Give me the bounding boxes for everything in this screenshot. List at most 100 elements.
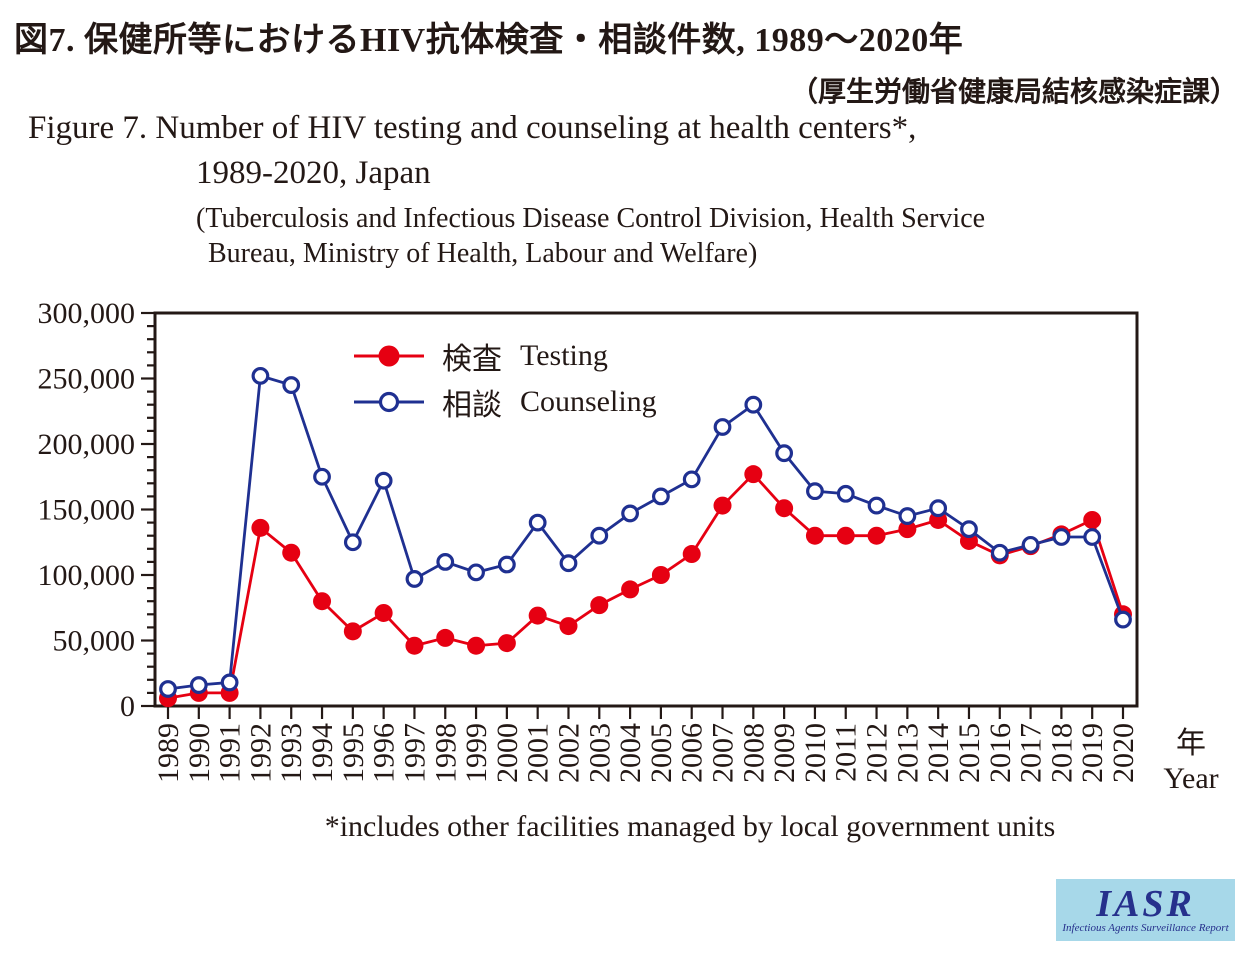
data-point bbox=[251, 518, 270, 537]
data-point bbox=[713, 496, 732, 515]
figure-title-english-line1: Figure 7. Number of HIV testing and coun… bbox=[28, 110, 917, 146]
x-axis-tick-label: 2007 bbox=[707, 723, 740, 783]
data-point bbox=[805, 526, 824, 545]
iasr-logo: IASR Infectious Agents Surveillance Repo… bbox=[1056, 879, 1235, 941]
data-point bbox=[405, 570, 424, 588]
x-axis-tick-label: 2011 bbox=[830, 723, 863, 782]
x-axis-tick-label: 1991 bbox=[214, 723, 247, 783]
data-point bbox=[867, 496, 886, 515]
data-point bbox=[313, 592, 332, 611]
data-point bbox=[251, 366, 270, 385]
x-axis-tick-label: 1999 bbox=[460, 723, 493, 783]
footnote: *includes other facilities managed by lo… bbox=[324, 810, 1056, 843]
x-axis-tick-label: 2016 bbox=[984, 723, 1017, 783]
data-point bbox=[960, 520, 978, 539]
legend-item-testing: 検査 Testing bbox=[352, 338, 657, 376]
data-point bbox=[1021, 535, 1040, 554]
legend-label-testing-jp: 検査 bbox=[442, 343, 502, 376]
data-point bbox=[467, 636, 486, 655]
x-axis-tick-label: 1997 bbox=[398, 723, 431, 783]
x-axis-tick-label: 1996 bbox=[368, 723, 401, 783]
data-point bbox=[682, 470, 701, 489]
x-axis-tick-label: 2017 bbox=[1015, 723, 1048, 783]
data-point bbox=[590, 596, 609, 615]
x-axis-tick-label: 2002 bbox=[552, 723, 585, 783]
data-point bbox=[713, 418, 732, 436]
x-axis-tick-label: 2013 bbox=[891, 723, 924, 783]
data-point bbox=[374, 603, 393, 622]
data-point bbox=[374, 471, 393, 490]
x-axis-tick-label: 2005 bbox=[645, 723, 678, 783]
series-line bbox=[167, 472, 1125, 700]
figure-source-english-line1: (Tuberculosis and Infectious Disease Con… bbox=[196, 203, 986, 234]
data-point bbox=[652, 487, 670, 506]
x-axis-tick-label: 2015 bbox=[953, 723, 986, 783]
data-point bbox=[621, 580, 640, 599]
data-point bbox=[836, 526, 855, 545]
figure-source-english-line2: Bureau, Ministry of Health, Labour and W… bbox=[208, 238, 758, 269]
legend-item-counseling: 相談 Counseling bbox=[352, 384, 657, 422]
y-axis-tick-label: 100,000 bbox=[38, 559, 136, 592]
data-point bbox=[559, 617, 578, 636]
data-point bbox=[836, 484, 855, 503]
data-point bbox=[313, 467, 331, 486]
data-point bbox=[898, 520, 917, 539]
data-point bbox=[467, 563, 485, 582]
x-axis-tick-label: 1990 bbox=[183, 723, 216, 783]
x-axis-tick-label: 1989 bbox=[152, 723, 185, 783]
data-point bbox=[744, 395, 763, 414]
data-point bbox=[775, 499, 794, 518]
data-point bbox=[343, 533, 362, 552]
x-axis-tick-label: 2012 bbox=[861, 723, 894, 783]
iasr-logo-subtext: Infectious Agents Surveillance Report bbox=[1062, 922, 1229, 934]
plot-frame bbox=[153, 311, 1139, 708]
data-point bbox=[220, 673, 239, 692]
x-axis-tick-label: 2014 bbox=[922, 723, 955, 783]
x-axis-unit-en: Year bbox=[1163, 762, 1219, 795]
x-axis-tick-label: 2001 bbox=[522, 723, 555, 783]
x-axis-tick-label: 2020 bbox=[1107, 723, 1140, 783]
data-point bbox=[775, 444, 794, 463]
x-axis-tick-label: 2009 bbox=[768, 723, 801, 783]
legend-label-testing-en: Testing bbox=[520, 339, 608, 372]
x-axis-tick-label: 1995 bbox=[337, 723, 370, 783]
x-axis-tick-label: 1992 bbox=[244, 723, 277, 783]
figure-title-english-line2: 1989-2020, Japan bbox=[196, 155, 431, 191]
data-point bbox=[1083, 528, 1102, 546]
legend-label-counseling-jp: 相談 bbox=[442, 389, 502, 422]
x-axis-tick-label: 2000 bbox=[491, 723, 524, 783]
chart-legend: 検査 Testing 相談 Counseling bbox=[352, 338, 657, 422]
y-axis-tick-label: 0 bbox=[120, 690, 135, 723]
legend-label-counseling-en: Counseling bbox=[520, 385, 657, 418]
y-axis-tick-label: 300,000 bbox=[38, 297, 136, 330]
iasr-logo-text: IASR bbox=[1096, 883, 1195, 925]
x-axis-tick-label: 2006 bbox=[676, 723, 709, 783]
data-point bbox=[405, 636, 424, 655]
data-point bbox=[590, 526, 609, 545]
data-point bbox=[282, 376, 301, 394]
data-point bbox=[1114, 610, 1132, 629]
y-axis-tick-label: 250,000 bbox=[38, 363, 136, 396]
data-point bbox=[990, 543, 1009, 562]
data-point bbox=[559, 554, 578, 573]
data-point bbox=[282, 543, 301, 562]
data-point bbox=[806, 482, 824, 501]
x-axis-tick-label: 2008 bbox=[737, 723, 770, 783]
figure-source-japanese: （厚生労働省健康局結核感染症課） bbox=[789, 77, 1238, 108]
figure-title-japanese: 図7. 保健所等におけるHIV抗体検査・相談件数, 1989～2020年 bbox=[14, 22, 964, 59]
data-point bbox=[497, 634, 516, 653]
x-axis-tick-label: 2019 bbox=[1076, 723, 1109, 783]
x-axis-tick-label: 1993 bbox=[275, 723, 308, 783]
data-point bbox=[528, 606, 547, 625]
data-point bbox=[436, 628, 455, 647]
data-point bbox=[929, 499, 948, 518]
x-axis-tick-label: 2018 bbox=[1045, 723, 1078, 783]
data-point bbox=[744, 465, 763, 484]
x-axis-unit-label: 年 Year bbox=[1147, 726, 1235, 796]
counseling-series-marker-icon bbox=[354, 391, 424, 413]
x-axis-tick-label: 2010 bbox=[799, 723, 832, 783]
x-axis-tick-label: 1998 bbox=[429, 723, 462, 783]
data-point bbox=[189, 676, 208, 694]
